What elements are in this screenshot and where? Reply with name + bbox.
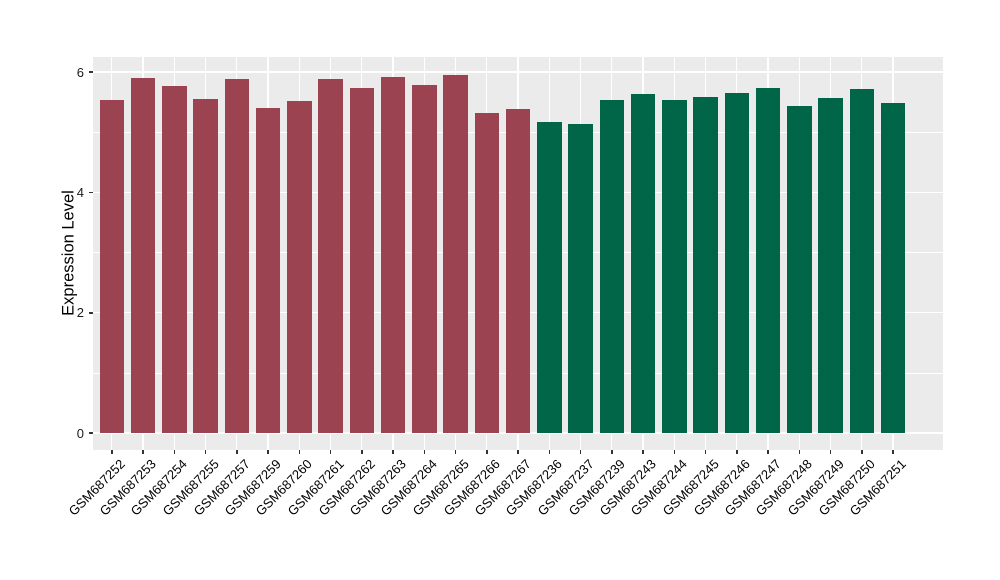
x-tick [329, 450, 332, 454]
bar [724, 93, 749, 434]
bar [755, 87, 781, 434]
bar [474, 112, 499, 434]
x-tick [423, 450, 425, 454]
bar [287, 100, 312, 434]
bar [412, 84, 437, 434]
gridline-major [93, 432, 943, 434]
x-tick [548, 450, 550, 454]
x-tick [236, 450, 238, 454]
bar [693, 97, 718, 434]
bar [162, 85, 187, 434]
x-tick [892, 450, 894, 454]
bar [537, 121, 562, 434]
x-tick [704, 450, 707, 454]
y-tick-label: 4 [76, 184, 84, 200]
x-tick [111, 450, 113, 454]
y-tick [89, 71, 93, 73]
x-tick [829, 450, 832, 454]
x-tick [173, 450, 175, 454]
x-tick [517, 450, 519, 454]
x-tick [611, 450, 613, 454]
y-tick-label: 0 [76, 425, 84, 441]
x-tick [736, 450, 738, 454]
y-axis-title: Expression Level [59, 190, 78, 316]
y-tick [89, 312, 93, 314]
x-tick [298, 450, 300, 454]
x-tick [579, 450, 582, 454]
bar [818, 97, 843, 434]
bar [880, 102, 906, 434]
x-tick [454, 450, 457, 454]
bar [787, 106, 812, 434]
bar [849, 88, 874, 434]
bar [568, 124, 593, 434]
bar [255, 108, 281, 434]
bar [349, 88, 374, 434]
x-tick [861, 450, 863, 454]
bar [224, 79, 249, 434]
bar [443, 75, 468, 434]
x-tick [204, 450, 207, 454]
x-tick [267, 450, 269, 454]
bar [318, 79, 343, 434]
bar [630, 94, 656, 434]
x-tick [142, 450, 144, 454]
bar [99, 99, 124, 434]
bar [130, 78, 156, 434]
bar [599, 100, 624, 434]
x-tick [767, 450, 769, 454]
plot-panel [93, 57, 943, 450]
y-tick-label: 6 [76, 64, 84, 80]
bar [662, 99, 687, 434]
x-tick [392, 450, 394, 454]
y-tick [89, 191, 93, 194]
x-tick [673, 450, 675, 454]
x-tick [798, 450, 800, 454]
bar [505, 108, 531, 434]
bar [193, 99, 218, 434]
x-tick [642, 450, 644, 454]
gridline-major [93, 71, 943, 73]
x-tick [361, 450, 363, 454]
y-tick [89, 432, 93, 434]
y-tick-label: 2 [76, 305, 84, 321]
bar [380, 76, 406, 434]
x-tick [486, 450, 488, 454]
